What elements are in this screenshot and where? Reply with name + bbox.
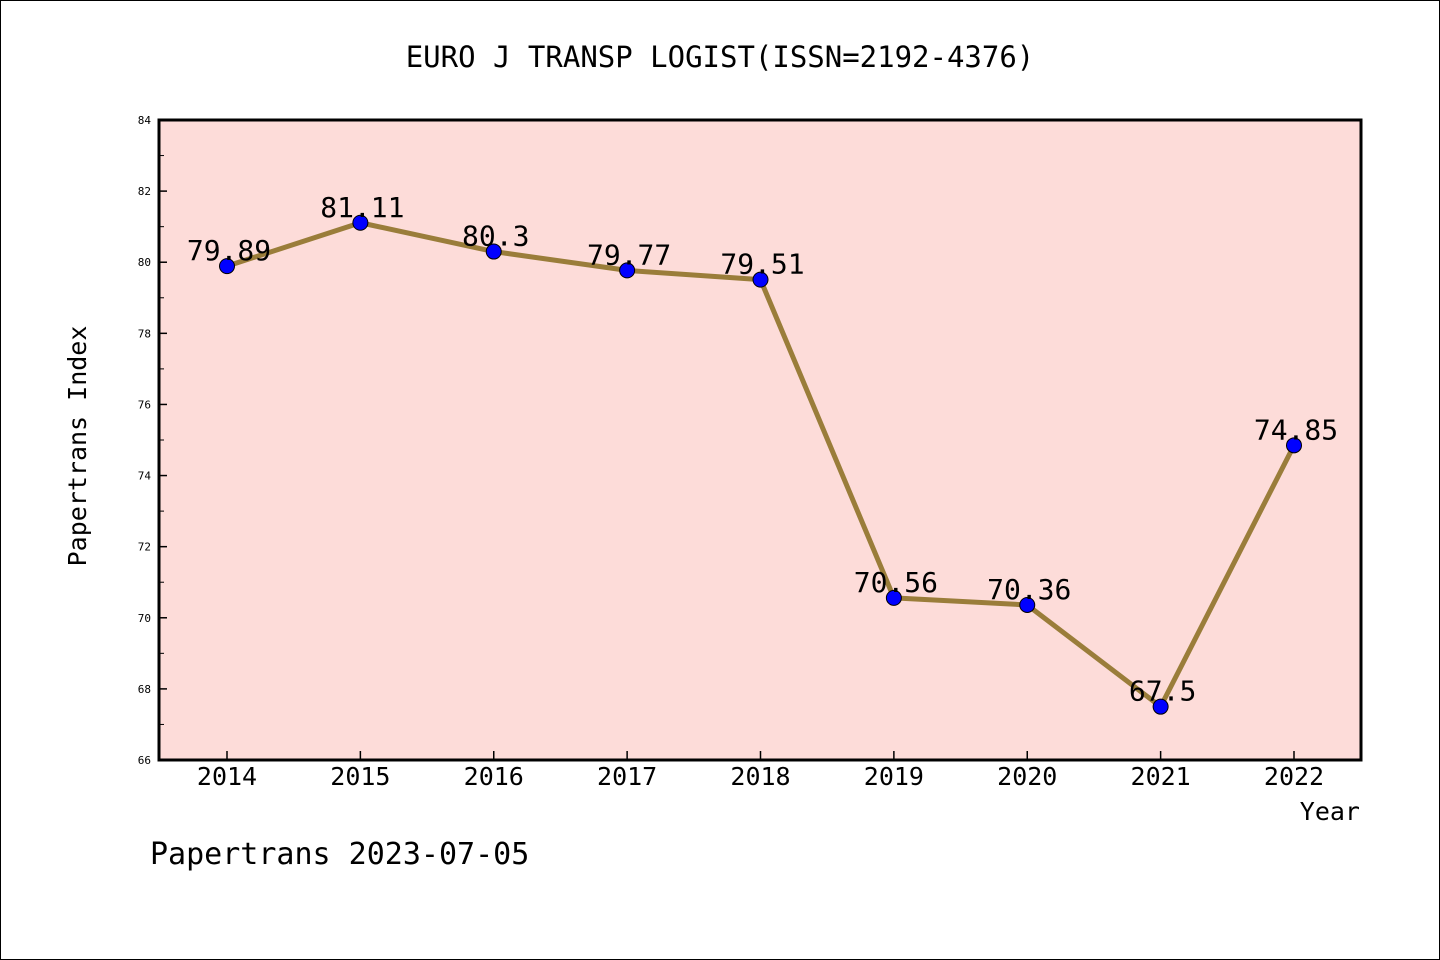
y-tick-label: 84: [138, 114, 152, 127]
x-tick-label: 2015: [330, 762, 390, 791]
data-labels: 79.89 81.11 80.3 79.77 79.51 70.56 70.36 67.5 74…: [187, 191, 1338, 708]
x-tick-label: 2021: [1131, 762, 1191, 791]
data-label: 79.77: [587, 238, 671, 271]
data-label: 70.36: [987, 573, 1071, 606]
data-label: 70.56: [854, 566, 938, 599]
data-point: [485, 243, 502, 260]
y-tick-label: 82: [138, 185, 151, 198]
chart-title: EURO J TRANSP LOGIST(ISSN=2192-4376): [406, 40, 1035, 74]
x-tick-label: 2014: [197, 762, 257, 791]
data-point: [619, 262, 636, 279]
data-point: [1152, 698, 1169, 715]
data-label: 79.89: [187, 234, 271, 267]
x-tick-label: 2018: [730, 762, 790, 791]
y-tick-label: 76: [138, 398, 151, 411]
data-point: [1286, 437, 1302, 454]
data-markers: [219, 214, 1302, 715]
data-label: 79.51: [720, 248, 804, 281]
y-tick-label: 74: [138, 470, 152, 483]
x-axis-label: Year: [1300, 797, 1360, 826]
data-point: [219, 258, 235, 275]
y-tick-label: 70: [138, 612, 151, 625]
data-label: 67.5: [1129, 675, 1196, 708]
footer-text: Papertrans 2023-07-05: [150, 837, 529, 872]
data-point: [752, 271, 769, 288]
y-tick-label: 80: [138, 256, 151, 269]
y-axis-label: Papertrans Index: [63, 326, 92, 567]
y-tick-label: 68: [138, 683, 151, 696]
y-tick-label: 78: [138, 327, 151, 340]
y-axis: 66 68 70 72 74 76 78 80 82 84: [138, 114, 167, 767]
data-point: [352, 214, 369, 231]
data-label: 74.85: [1254, 413, 1338, 446]
x-tick-label: 2019: [864, 762, 924, 791]
data-label: 81.11: [320, 191, 404, 224]
data-point: [1019, 596, 1036, 613]
x-tick-label: 2017: [597, 762, 657, 791]
x-tick-label: 2022: [1264, 762, 1324, 791]
x-tick-label: 2016: [464, 762, 524, 791]
y-tick-label: 66: [138, 754, 151, 767]
x-tick-label: 2020: [997, 762, 1057, 791]
data-label: 80.3: [462, 220, 529, 253]
y-tick-label: 72: [138, 541, 151, 554]
x-axis: 2014 2015 2016 2017 2018 2019 2020 2021 2022: [197, 751, 1324, 791]
data-point: [885, 589, 902, 606]
